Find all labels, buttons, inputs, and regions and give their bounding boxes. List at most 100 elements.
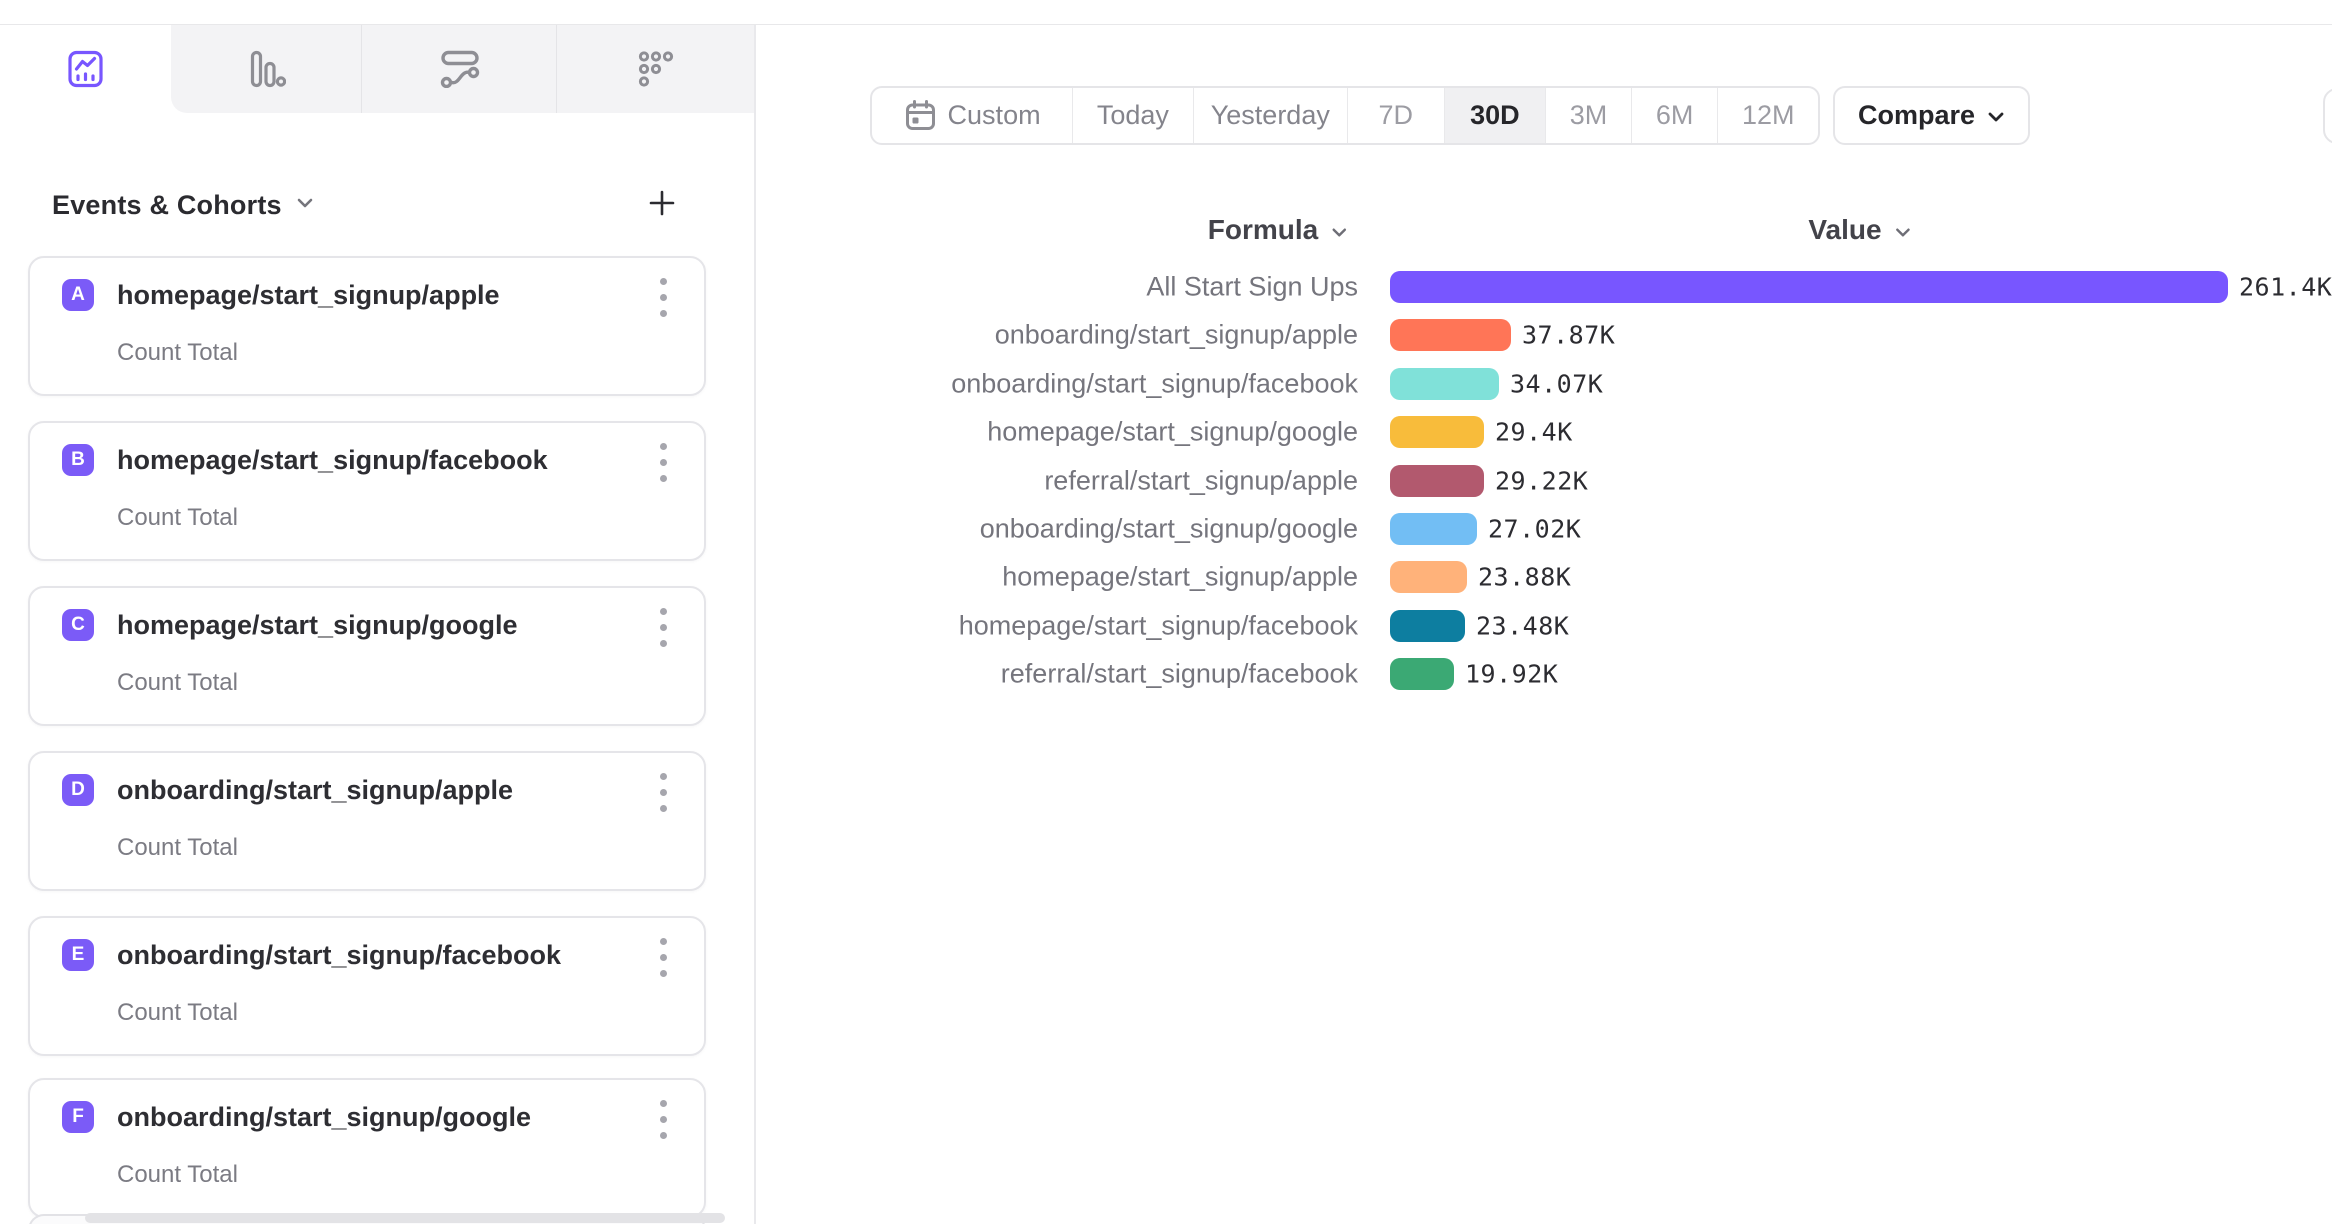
- value-header-label: Value: [1808, 214, 1882, 245]
- chart-bar-value: 19.92K: [1465, 659, 1559, 689]
- event-metric[interactable]: Count Total: [117, 339, 238, 366]
- chart-row: homepage/start_signup/apple 23.88K: [0, 553, 2332, 601]
- event-name: homepage/start_signup/facebook: [117, 445, 548, 475]
- clipped-toolbar-button[interactable]: [2323, 88, 2332, 144]
- chart-bar[interactable]: [1390, 658, 1454, 691]
- date-range-yesterday[interactable]: Yesterday: [1194, 88, 1348, 143]
- kebab-menu-icon[interactable]: [646, 437, 680, 487]
- chart-bar-value: 23.48K: [1476, 611, 1570, 641]
- kebab-menu-icon[interactable]: [646, 1094, 680, 1144]
- calendar-icon: [904, 99, 937, 132]
- event-name: homepage/start_signup/google: [117, 610, 518, 640]
- event-letter-badge: C: [62, 609, 94, 641]
- compare-label: Compare: [1857, 100, 1976, 130]
- date-range-label: Custom: [947, 100, 1041, 130]
- insights-icon: [67, 50, 104, 88]
- events-cohorts-title: Events & Cohorts: [52, 189, 282, 220]
- chart-row-label[interactable]: onboarding/start_signup/google: [979, 513, 1358, 544]
- chart-bar[interactable]: [1390, 609, 1465, 642]
- event-name: homepage/start_signup/apple: [117, 280, 500, 310]
- chart-bar-value: 29.22K: [1495, 466, 1589, 496]
- date-range-control: Custom Today Yesterday 7D 30D 3M 6M 12M: [870, 86, 1820, 145]
- chart-row-label[interactable]: homepage/start_signup/apple: [1002, 561, 1358, 592]
- event-metric[interactable]: Count Total: [117, 504, 238, 531]
- event-name: onboarding/start_signup/apple: [117, 775, 514, 805]
- chart-row-label[interactable]: onboarding/start_signup/facebook: [951, 368, 1358, 399]
- chart-row: onboarding/start_signup/google 27.02K: [0, 505, 2332, 553]
- date-range-label: 12M: [1741, 100, 1795, 130]
- chart-bar[interactable]: [1390, 416, 1484, 449]
- chart-bar-value: 37.87K: [1522, 320, 1616, 350]
- add-event-button[interactable]: [643, 186, 681, 224]
- chart-bar[interactable]: [1390, 271, 2228, 303]
- event-name: onboarding/start_signup/google: [117, 1102, 531, 1132]
- value-column-header[interactable]: Value: [1808, 214, 1911, 246]
- chart-bar[interactable]: [1390, 464, 1484, 497]
- sidebar-scrollbar[interactable]: [85, 1213, 725, 1223]
- event-letter-badge: F: [62, 1101, 94, 1133]
- chart-bar[interactable]: [1390, 319, 1511, 352]
- chart-bar[interactable]: [1390, 367, 1499, 400]
- event-metric[interactable]: Count Total: [117, 669, 238, 696]
- chart-row: homepage/start_signup/facebook 23.48K: [0, 602, 2332, 650]
- date-range-label: Yesterday: [1210, 100, 1330, 130]
- date-range-label: 7D: [1378, 100, 1414, 130]
- view-tab-retention[interactable]: [557, 25, 754, 113]
- chart-bar[interactable]: [1390, 561, 1467, 594]
- event-letter-badge: A: [62, 279, 94, 311]
- event-metric[interactable]: Count Total: [117, 834, 238, 861]
- date-range-today[interactable]: Today: [1073, 88, 1194, 143]
- chart-bar-value: 34.07K: [1510, 369, 1604, 399]
- tab-divider: [361, 25, 362, 113]
- chart-row-label[interactable]: onboarding/start_signup/apple: [994, 319, 1358, 350]
- date-range-6m[interactable]: 6M: [1632, 88, 1719, 143]
- chart-bar-value: 27.02K: [1488, 514, 1582, 544]
- kebab-menu-icon[interactable]: [646, 602, 680, 652]
- view-tab-flows[interactable]: [362, 25, 557, 113]
- event-metric[interactable]: Count Total: [117, 1161, 238, 1188]
- event-metric[interactable]: Count Total: [117, 999, 238, 1026]
- chart-row-label[interactable]: referral/start_signup/facebook: [1000, 658, 1358, 689]
- date-range-12m[interactable]: 12M: [1718, 88, 1818, 143]
- kebab-menu-icon[interactable]: [646, 272, 680, 322]
- chart-row-label[interactable]: homepage/start_signup/facebook: [958, 610, 1358, 641]
- sidebar-divider: [754, 25, 756, 1224]
- chart-row-label[interactable]: referral/start_signup/apple: [1044, 465, 1358, 496]
- chart-bar[interactable]: [1390, 513, 1477, 545]
- chevron-down-icon: [1895, 214, 1912, 246]
- chevron-down-icon[interactable]: [296, 196, 314, 215]
- kebab-menu-icon[interactable]: [646, 767, 680, 817]
- tab-divider: [556, 25, 557, 113]
- funnels-icon: [248, 50, 286, 88]
- date-range-label: 6M: [1655, 100, 1694, 130]
- compare-button[interactable]: Compare: [1833, 86, 2030, 145]
- chevron-down-icon: [1987, 100, 2005, 131]
- view-tabstrip: [171, 25, 754, 113]
- retention-icon: [637, 50, 675, 88]
- chart-row-label[interactable]: All Start Sign Ups: [1146, 271, 1358, 302]
- kebab-menu-icon[interactable]: [646, 932, 680, 982]
- chart-row: All Start Sign Ups 261.4K: [0, 263, 2332, 311]
- date-range-custom[interactable]: Custom: [872, 88, 1074, 143]
- chart-row: referral/start_signup/facebook 19.92K: [0, 650, 2332, 698]
- chart-row-label[interactable]: homepage/start_signup/google: [987, 416, 1358, 447]
- date-range-label: 30D: [1470, 100, 1520, 130]
- view-tab-funnels[interactable]: [171, 25, 362, 113]
- event-letter-badge: B: [62, 444, 94, 476]
- view-tab-insights[interactable]: [0, 25, 171, 113]
- formula-column-header[interactable]: Formula: [1208, 214, 1348, 246]
- date-range-7d[interactable]: 7D: [1348, 88, 1445, 143]
- date-range-label: Today: [1096, 100, 1169, 130]
- date-range-3m[interactable]: 3M: [1546, 88, 1632, 143]
- date-range-label: 3M: [1569, 100, 1608, 130]
- date-range-30d[interactable]: 30D: [1444, 88, 1547, 143]
- chart-row: homepage/start_signup/google 29.4K: [0, 408, 2332, 456]
- chevron-down-icon: [1331, 214, 1348, 246]
